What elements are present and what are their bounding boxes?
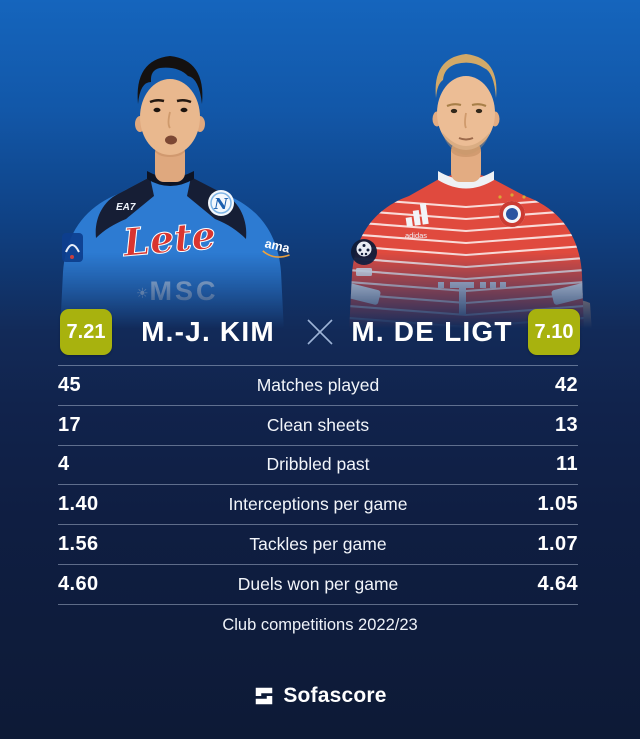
sofascore-logo-icon (256, 687, 273, 705)
ea7-logo: EA7 (116, 202, 136, 213)
stat-value-left: 4 (58, 453, 70, 476)
kim-hair (137, 56, 203, 104)
stat-value-right: 11 (556, 453, 578, 476)
svg-text:adidas: adidas (405, 231, 427, 240)
serie-a-patch (62, 233, 83, 262)
stat-label: Dribbled past (266, 454, 370, 475)
rating-badge-right: 7.10 (528, 309, 580, 355)
table-row: 1.56 Tackles per game 1.07 (58, 525, 578, 565)
stat-label: Duels won per game (237, 573, 399, 594)
ucl-patch (351, 239, 377, 276)
msc-sun-icon: ☀ (136, 285, 149, 301)
comparison-header: 7.21 M.-J. KIM M. DE LIGT 7.10 (60, 309, 580, 355)
stat-value-right: 1.07 (537, 533, 578, 556)
stat-value-left: 1.56 (58, 533, 99, 556)
stat-value-right: 4.64 (537, 572, 578, 595)
svg-text:ama: ama (263, 236, 292, 256)
rating-badge-left: 7.21 (60, 309, 112, 355)
msc-sponsor: MSC (150, 276, 219, 306)
stat-value-left: 1.40 (58, 493, 99, 516)
players-illustration: EA7 N Lete ☀ MSC ama (60, 54, 592, 332)
amazon-patch: ama (262, 236, 292, 258)
player-photo-kim: EA7 N Lete ☀ MSC ama (60, 56, 292, 332)
table-row: 4 Dribbled past 11 (58, 446, 578, 486)
bayern-crest (498, 193, 526, 227)
competition-note: Club competitions 2022/23 (222, 616, 418, 634)
stat-value-right: 42 (554, 373, 578, 396)
player-photo-deligt: adidas (349, 54, 592, 332)
stat-value-left: 45 (58, 373, 82, 396)
adidas-logo: adidas (405, 202, 429, 240)
table-row: 45 Matches played 42 (58, 366, 578, 406)
stat-value-right: 1.05 (537, 493, 578, 516)
table-row: 4.60 Duels won per game 4.64 (58, 565, 578, 605)
player-name-right: M. DE LIGT (351, 316, 513, 347)
stats-table: 45 Matches played 42 17 Clean sheets 13 … (58, 365, 578, 605)
stat-label: Clean sheets (266, 414, 370, 435)
stat-label: Tackles per game (249, 534, 387, 555)
telekom-logo (438, 282, 506, 315)
stat-label: Matches played (256, 374, 380, 395)
table-row: 17 Clean sheets 13 (58, 406, 578, 446)
stat-label: Interceptions per game (228, 494, 408, 515)
sofascore-logo-text: Sofascore (283, 684, 387, 707)
napoli-crest: N (208, 190, 234, 216)
lete-sponsor: Lete (120, 212, 217, 265)
table-row: 1.40 Interceptions per game 1.05 (58, 485, 578, 526)
sofascore-brand: Sofascore (0, 684, 640, 708)
player-photos: EA7 N Lete ☀ MSC ama (0, 0, 640, 332)
stat-value-right: 13 (554, 413, 578, 436)
player-name-left: M.-J. KIM (141, 316, 275, 347)
versus-x-icon (304, 316, 336, 348)
svg-text:N: N (213, 195, 229, 213)
deligt-hair (435, 54, 497, 98)
stat-value-left: 4.60 (58, 572, 99, 595)
stat-value-left: 17 (58, 413, 82, 436)
